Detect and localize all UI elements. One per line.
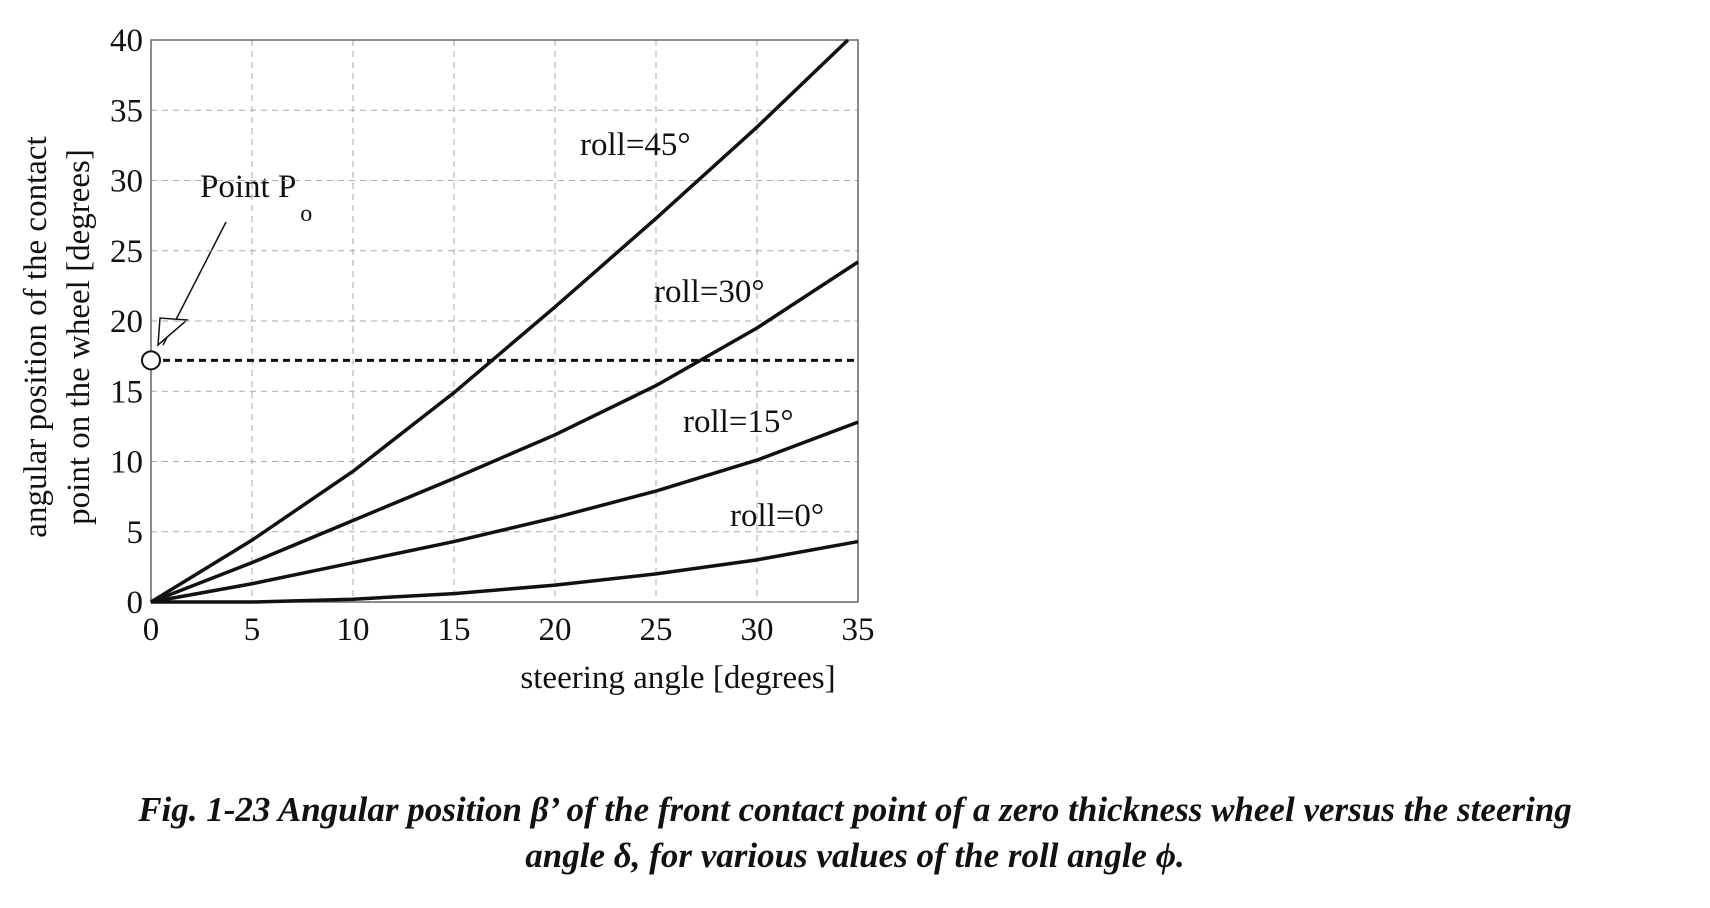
caption: angle δ, for various values of the roll … (525, 836, 1184, 875)
x-tick-label: 15 (438, 612, 471, 648)
series-line (150, 38, 850, 604)
annotation-subscript: o (300, 201, 312, 227)
y-axis-label: point on the wheel [degrees] (61, 149, 97, 525)
series-line (150, 260, 859, 604)
y-tick-label: 10 (110, 445, 143, 481)
series-label: roll=30° (654, 274, 765, 310)
x-tick-label: 10 (337, 612, 370, 648)
x-tick-label: 5 (244, 612, 261, 648)
y-tick-label: 30 (110, 164, 143, 200)
caption: Fig. 1-23 Angular position β’ of the fro… (137, 790, 1572, 829)
plot-frame (150, 39, 859, 603)
reference-point (141, 350, 161, 371)
x-tick-label: 20 (539, 612, 572, 648)
y-tick-label: 0 (127, 585, 144, 621)
annotation-text: Point P (200, 169, 296, 205)
x-tick-label: 35 (842, 612, 875, 648)
y-tick-label: 15 (110, 374, 143, 410)
x-tick-label: 30 (741, 612, 774, 648)
series-line (150, 420, 859, 604)
annotation: Point Po (200, 169, 312, 227)
series-line (151, 539, 859, 604)
series-label: roll=45° (580, 127, 691, 163)
series-label: roll=15° (683, 404, 794, 440)
y-tick-label: 5 (127, 515, 144, 551)
series-label: roll=0° (730, 498, 824, 534)
y-axis-label: angular position of the contact (18, 136, 54, 537)
arrow-head (157, 317, 189, 347)
y-tick-label: 40 (110, 23, 143, 59)
y-tick-label: 20 (110, 304, 143, 340)
y-tick-label: 25 (110, 234, 143, 270)
x-tick-label: 0 (143, 612, 160, 648)
x-axis-label: steering angle [degrees] (520, 660, 835, 696)
y-tick-label: 35 (110, 93, 143, 129)
x-tick-label: 25 (640, 612, 673, 648)
